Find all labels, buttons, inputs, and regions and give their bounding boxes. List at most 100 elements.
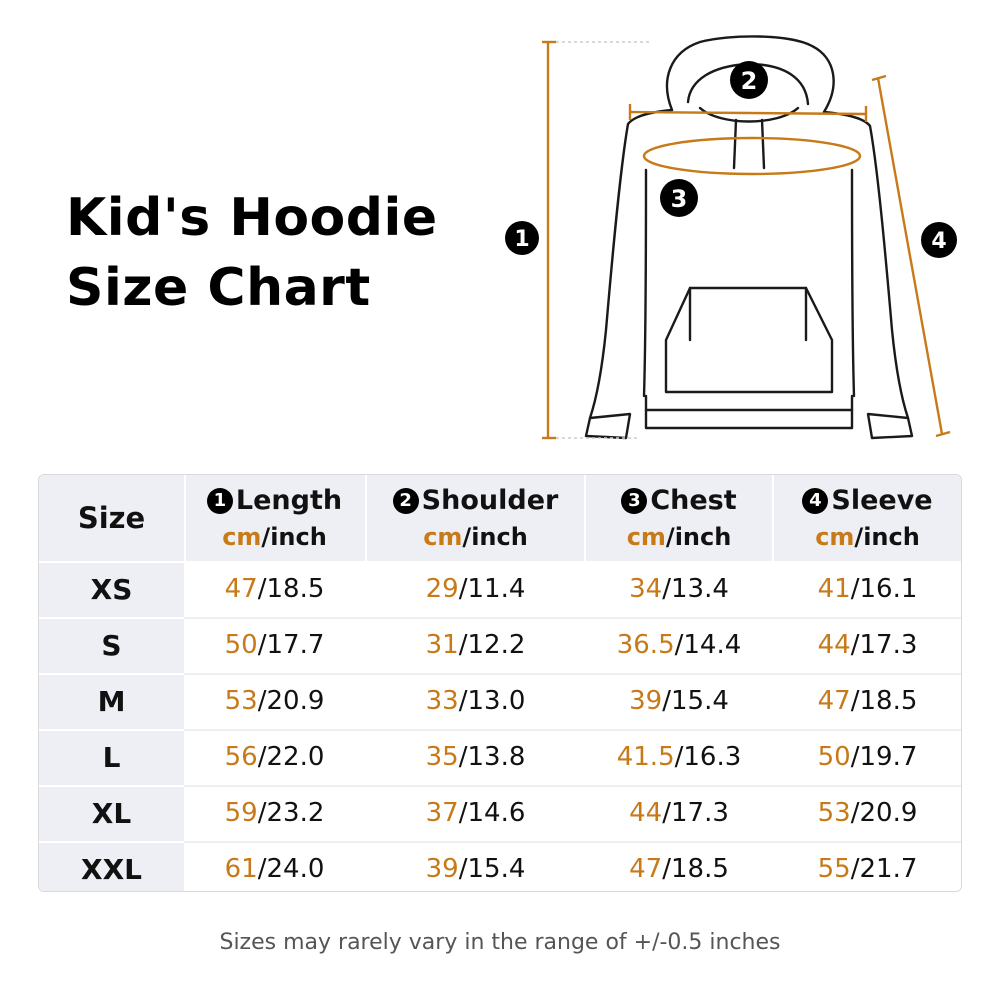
- value-cm: 53: [817, 798, 851, 828]
- chest-ellipse: [642, 136, 862, 176]
- value-inch: /18.5: [257, 574, 325, 604]
- value-cm: 47: [629, 854, 663, 884]
- shoulder-line: [629, 110, 867, 116]
- value-inch: /20.9: [257, 686, 325, 716]
- value-inch: /18.5: [850, 686, 918, 716]
- table-cell-l-sleeve: 50/19.7: [774, 729, 961, 785]
- table-cell-s-chest: 36.5/14.4: [586, 617, 772, 673]
- value-cm: 50: [817, 742, 851, 772]
- unit-inch: /inch: [665, 523, 732, 551]
- table-cell-m-shoulder: 33/13.0: [367, 673, 584, 729]
- hoodie-outline: [584, 35, 914, 440]
- unit-inch: /inch: [854, 523, 920, 551]
- unit-cm: cm: [222, 523, 262, 551]
- title-line-2: Size Chart: [66, 258, 371, 318]
- value-cm: 35: [425, 742, 459, 772]
- unit-inch: /inch: [462, 523, 528, 551]
- value-inch: /24.0: [257, 854, 325, 884]
- value-inch: /15.4: [458, 854, 526, 884]
- value-cm: 47: [224, 574, 258, 604]
- table-cell-m-chest: 39/15.4: [586, 673, 772, 729]
- table-cell-s-shoulder: 31/12.2: [367, 617, 584, 673]
- value-inch: /18.5: [662, 854, 729, 884]
- size-table: Size 1 Length cm/inch 2 Shoulder cm/inch 3 Ches…: [38, 474, 962, 892]
- table-cell-l-shoulder: 35/13.8: [367, 729, 584, 785]
- value-cm: 36.5: [616, 630, 675, 660]
- marker-3-icon: 3: [621, 488, 648, 514]
- size-l: L: [102, 740, 121, 774]
- value-inch: /13.8: [458, 742, 526, 772]
- column-header-sleeve: 4 Sleeve cm/inch: [774, 483, 961, 555]
- svg-text:3: 3: [671, 185, 688, 213]
- unit-inch: /inch: [261, 523, 327, 551]
- value-inch: /16.1: [850, 574, 918, 604]
- marker-4-icon: 4: [921, 222, 957, 258]
- value-cm: 41: [817, 574, 851, 604]
- value-inch: /20.9: [850, 798, 918, 828]
- chart-title: Kid's Hoodie Size Chart: [66, 183, 438, 323]
- column-label: Shoulder: [421, 485, 559, 516]
- svg-text:1: 1: [514, 227, 529, 252]
- table-cell-l-length: 56/22.0: [184, 729, 365, 785]
- value-inch: /17.3: [850, 630, 918, 660]
- value-inch: /17.3: [662, 798, 729, 828]
- value-inch: /22.0: [257, 742, 325, 772]
- marker-2-icon: 2: [392, 488, 419, 514]
- value-cm: 59: [224, 798, 258, 828]
- table-cell-xs-shoulder: 29/11.4: [367, 561, 584, 617]
- size-xl: XL: [91, 796, 132, 830]
- unit-label: cm/inch: [815, 519, 920, 555]
- value-cm: 33: [425, 686, 459, 716]
- unit-label: cm/inch: [423, 519, 528, 555]
- svg-text:4: 4: [931, 229, 946, 254]
- sleeve-line: [876, 77, 944, 435]
- table-cell-xxl-chest: 47/18.5: [586, 841, 772, 891]
- value-inch: /19.7: [850, 742, 918, 772]
- value-inch: /14.4: [674, 630, 742, 660]
- value-cm: 39: [629, 686, 663, 716]
- column-header-shoulder: 2 Shoulder cm/inch: [367, 483, 584, 555]
- value-inch: /11.4: [458, 574, 526, 604]
- table-cell-m-length: 53/20.9: [184, 673, 365, 729]
- value-cm: 31: [425, 630, 459, 660]
- value-inch: /13.4: [662, 574, 729, 604]
- table-cell-s-length: 50/17.7: [184, 617, 365, 673]
- measurement-guides: [542, 40, 951, 440]
- marker-1-icon: 1: [206, 488, 233, 514]
- value-inch: /23.2: [257, 798, 325, 828]
- table-cell-xxl-length: 61/24.0: [184, 841, 365, 891]
- value-inch: /15.4: [662, 686, 729, 716]
- column-label: Chest: [650, 485, 737, 516]
- value-inch: /13.0: [458, 686, 526, 716]
- marker-4-icon: 4: [802, 488, 829, 514]
- table-cell-xl-sleeve: 53/20.9: [774, 785, 961, 841]
- size-xxl: XXL: [80, 852, 143, 886]
- hoodie-measurement-diagram: 1 2 3 4: [505, 35, 957, 440]
- value-cm: 44: [629, 798, 663, 828]
- unit-label: cm/inch: [222, 519, 327, 555]
- svg-text:2: 2: [741, 67, 758, 95]
- value-cm: 34: [629, 574, 663, 604]
- value-cm: 39: [425, 854, 459, 884]
- unit-cm: cm: [423, 523, 463, 551]
- size-header: Size: [77, 501, 146, 535]
- value-cm: 53: [224, 686, 258, 716]
- value-cm: 41.5: [616, 742, 675, 772]
- unit-cm: cm: [815, 523, 855, 551]
- value-cm: 50: [224, 630, 258, 660]
- column-label: Length: [235, 485, 343, 516]
- unit-cm: cm: [626, 523, 666, 551]
- table-cell-xl-length: 59/23.2: [184, 785, 365, 841]
- table-cell-s-sleeve: 44/17.3: [774, 617, 961, 673]
- table-cell-xxl-sleeve: 55/21.7: [774, 841, 961, 891]
- table-cell-xl-chest: 44/17.3: [586, 785, 772, 841]
- value-inch: /17.7: [257, 630, 325, 660]
- value-cm: 44: [817, 630, 851, 660]
- column-header-chest: 3 Chest cm/inch: [586, 483, 772, 555]
- title-line-1: Kid's Hoodie: [66, 188, 438, 248]
- table-cell-xs-length: 47/18.5: [184, 561, 365, 617]
- table-cell-xl-shoulder: 37/14.6: [367, 785, 584, 841]
- table-cell-l-chest: 41.5/16.3: [586, 729, 772, 785]
- value-inch: /16.3: [674, 742, 742, 772]
- table-cell-xs-sleeve: 41/16.1: [774, 561, 961, 617]
